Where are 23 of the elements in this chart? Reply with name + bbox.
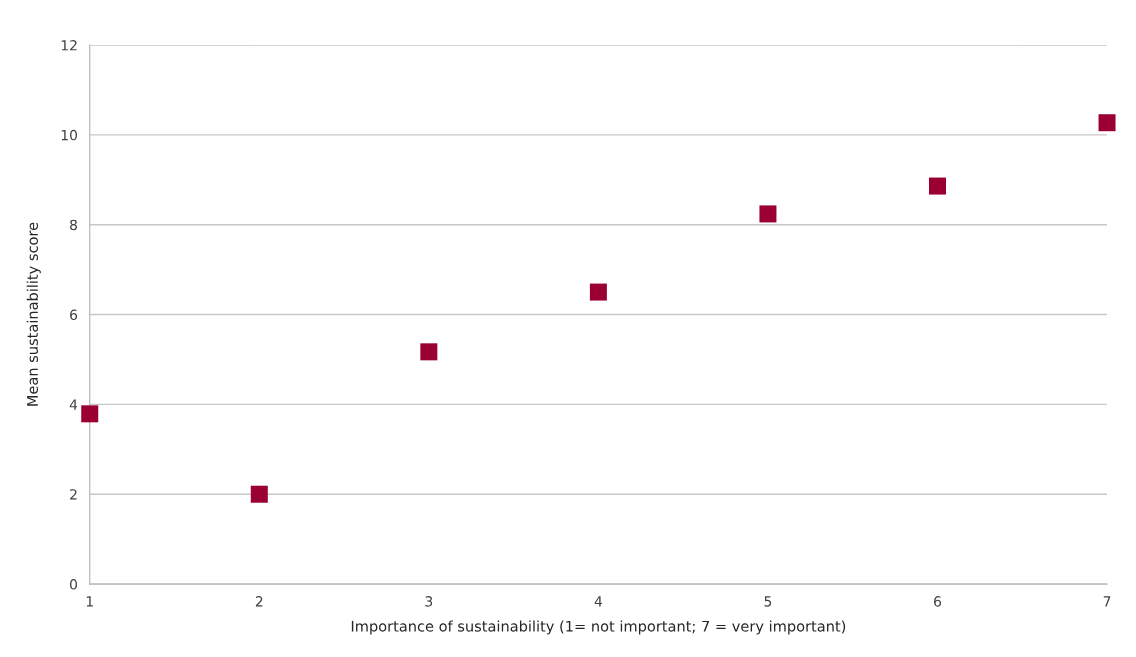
y-tick-label: 2 [70,489,77,500]
x-tick-label: 6 [934,596,942,607]
x-tick-label: 4 [594,596,603,607]
y-axis-title: Mean sustainability score [26,222,41,406]
y-tick-label: 8 [70,219,77,231]
y-tick-label: 4 [69,399,78,410]
point [250,485,268,503]
x-tick-label: 2 [255,596,263,607]
point [1098,114,1116,132]
x-tick-label: 1 [86,596,93,607]
x-axis-title: Importance of sustainability (1= not important; 7 = very important) [351,620,846,635]
point [928,177,946,195]
x-tick-label: 5 [764,596,772,607]
point [420,343,438,361]
x-tick-label: 7 [1103,596,1111,607]
y-tick-label: 12 [61,39,77,51]
x-tick-label: 3 [425,596,433,607]
point [81,405,99,423]
point [589,283,607,301]
y-tick-label: 10 [61,129,78,141]
y-tick-label: 0 [70,579,78,590]
point [759,205,777,223]
y-tick-label: 6 [70,309,78,321]
